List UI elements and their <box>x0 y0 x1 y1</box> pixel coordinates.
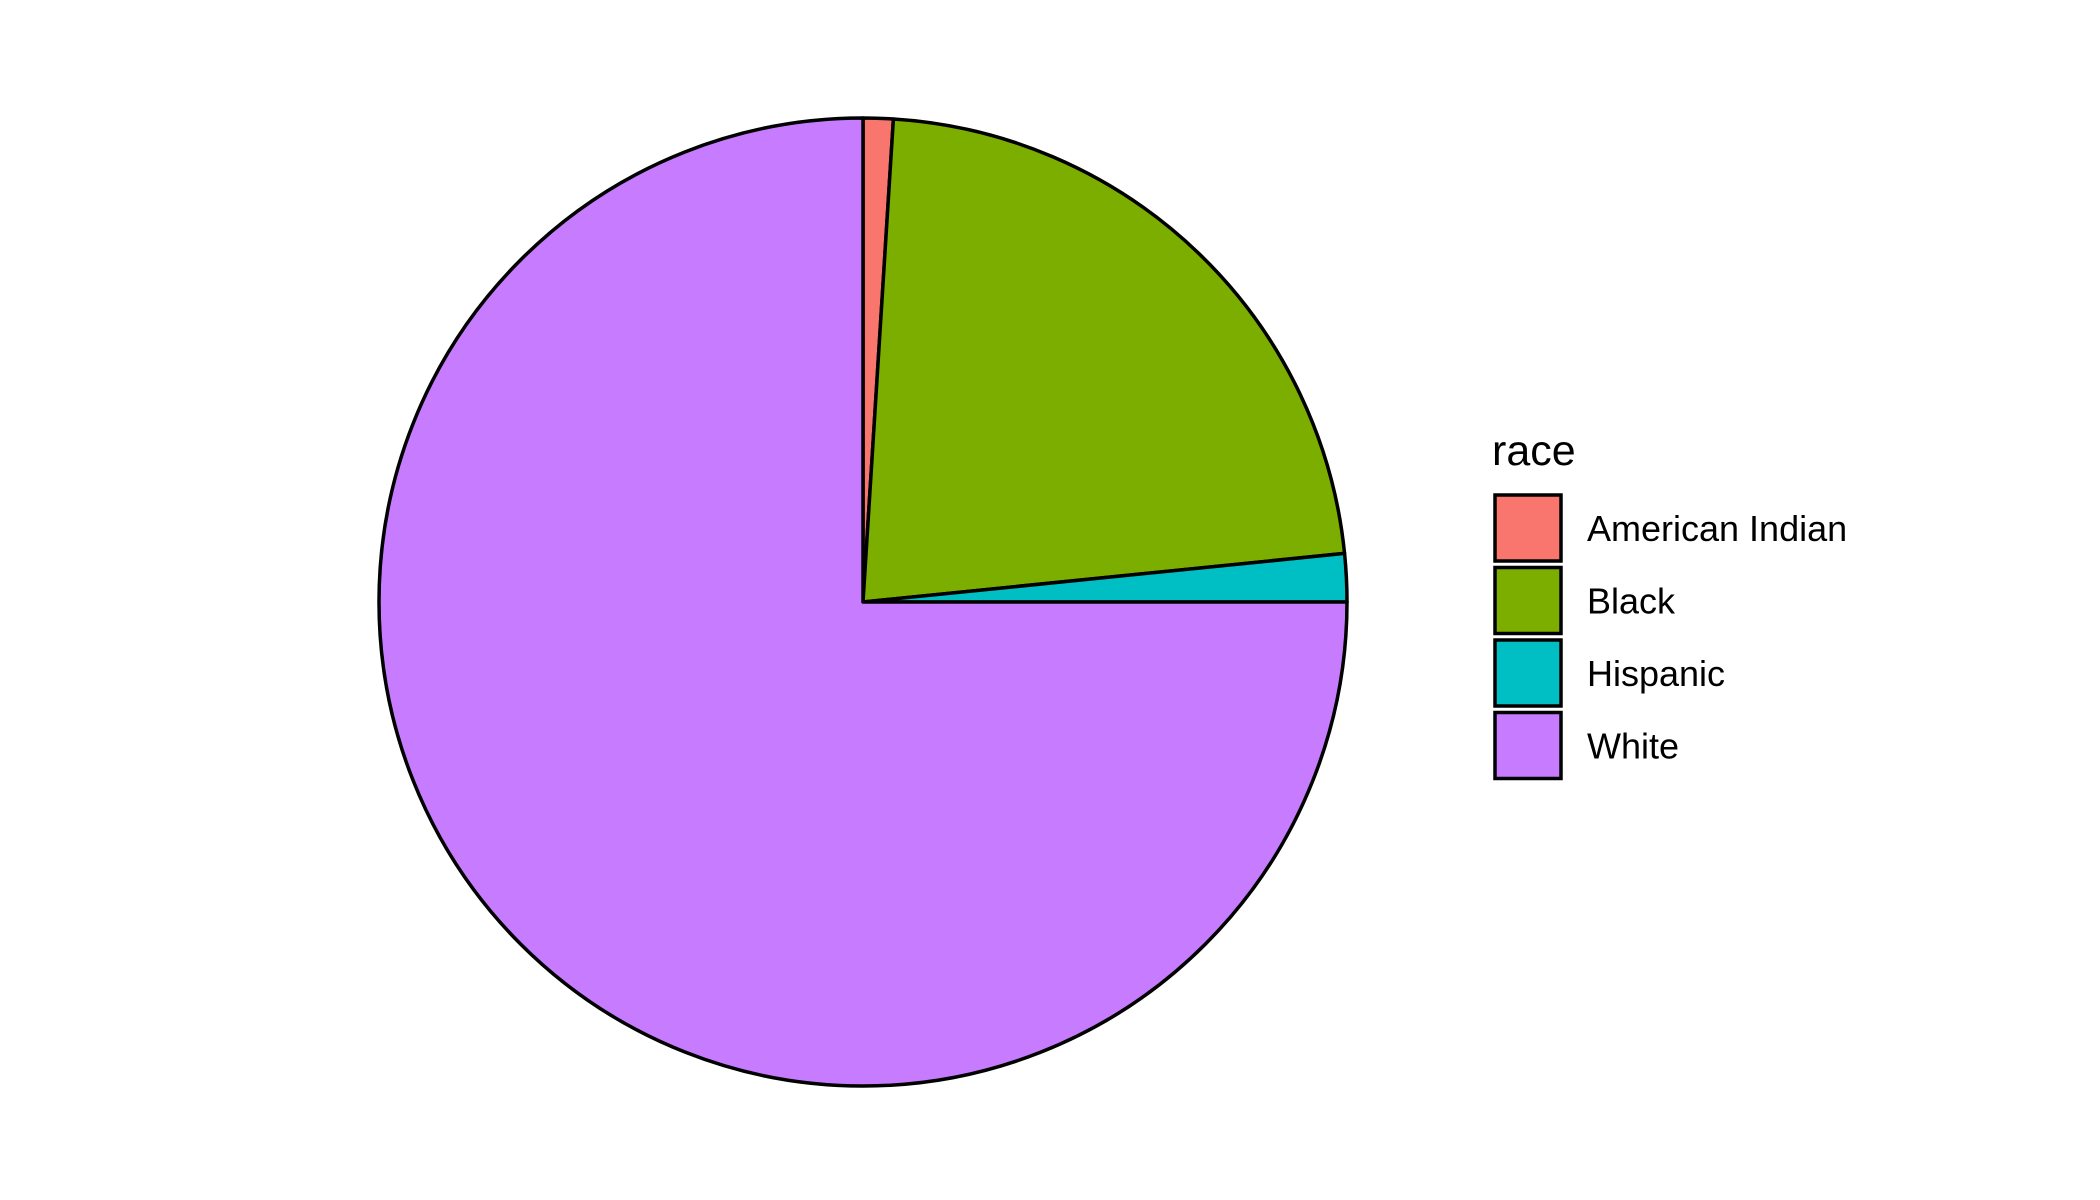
legend-title: race <box>1492 427 1576 475</box>
legend-item-black: Black <box>1493 565 1676 636</box>
legend-key-white <box>1493 710 1563 781</box>
legend-label-hispanic: Hispanic <box>1587 653 1725 694</box>
legend-label-white: White <box>1587 726 1679 767</box>
legend-item-american-indian: American Indian <box>1493 493 1847 563</box>
legend-key-hispanic <box>1493 638 1563 708</box>
legend-item-white: White <box>1493 710 1679 781</box>
legend-label-american-indian: American Indian <box>1587 508 1847 549</box>
pie <box>377 116 1349 1088</box>
legend-key-black <box>1493 565 1563 636</box>
legend-item-hispanic: Hispanic <box>1493 638 1725 708</box>
legend-items: American Indian Black Hispanic White <box>1493 493 1847 781</box>
legend: race American Indian Black Hispanic White <box>1492 427 1847 781</box>
pie-slice-black <box>861 117 1347 604</box>
legend-key-american-indian <box>1493 493 1563 563</box>
legend-label-black: Black <box>1587 581 1676 622</box>
pie-slice-white <box>377 116 1349 1088</box>
